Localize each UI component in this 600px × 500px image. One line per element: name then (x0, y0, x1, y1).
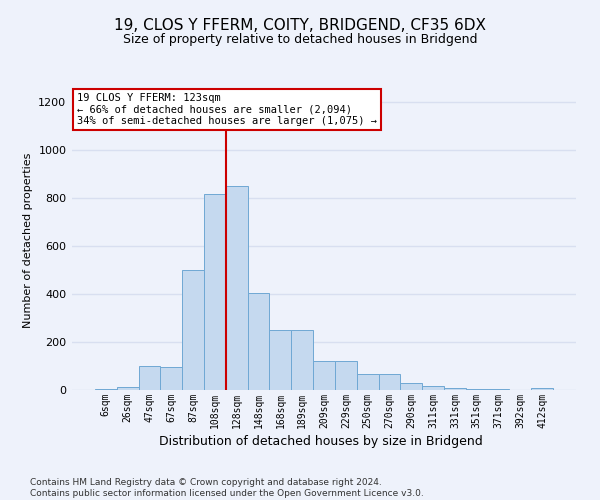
Bar (357, 374, 379, 390)
Bar (400, 384, 422, 390)
Bar (160, 367, 182, 390)
Text: Contains HM Land Registry data © Crown copyright and database right 2024.
Contai: Contains HM Land Registry data © Crown c… (30, 478, 424, 498)
Text: Distribution of detached houses by size in Bridgend: Distribution of detached houses by size … (159, 435, 483, 448)
Bar (117, 387, 139, 390)
Bar (291, 330, 313, 390)
Bar (226, 186, 248, 390)
Y-axis label: Number of detached properties: Number of detached properties (23, 152, 33, 328)
Bar (182, 270, 204, 390)
Text: Size of property relative to detached houses in Bridgend: Size of property relative to detached ho… (123, 32, 477, 46)
Bar (139, 366, 160, 390)
Bar (444, 388, 466, 390)
Bar (269, 330, 291, 390)
Bar (204, 194, 226, 390)
Bar (531, 388, 553, 390)
Bar (379, 374, 400, 390)
Text: 19, CLOS Y FFERM, COITY, BRIDGEND, CF35 6DX: 19, CLOS Y FFERM, COITY, BRIDGEND, CF35 … (114, 18, 486, 32)
Bar (335, 361, 357, 390)
Bar (422, 386, 444, 390)
Text: 19 CLOS Y FFERM: 123sqm
← 66% of detached houses are smaller (2,094)
34% of semi: 19 CLOS Y FFERM: 123sqm ← 66% of detache… (77, 93, 377, 126)
Bar (95, 389, 117, 390)
Bar (248, 293, 269, 390)
Bar (313, 361, 335, 390)
Bar (466, 389, 488, 390)
